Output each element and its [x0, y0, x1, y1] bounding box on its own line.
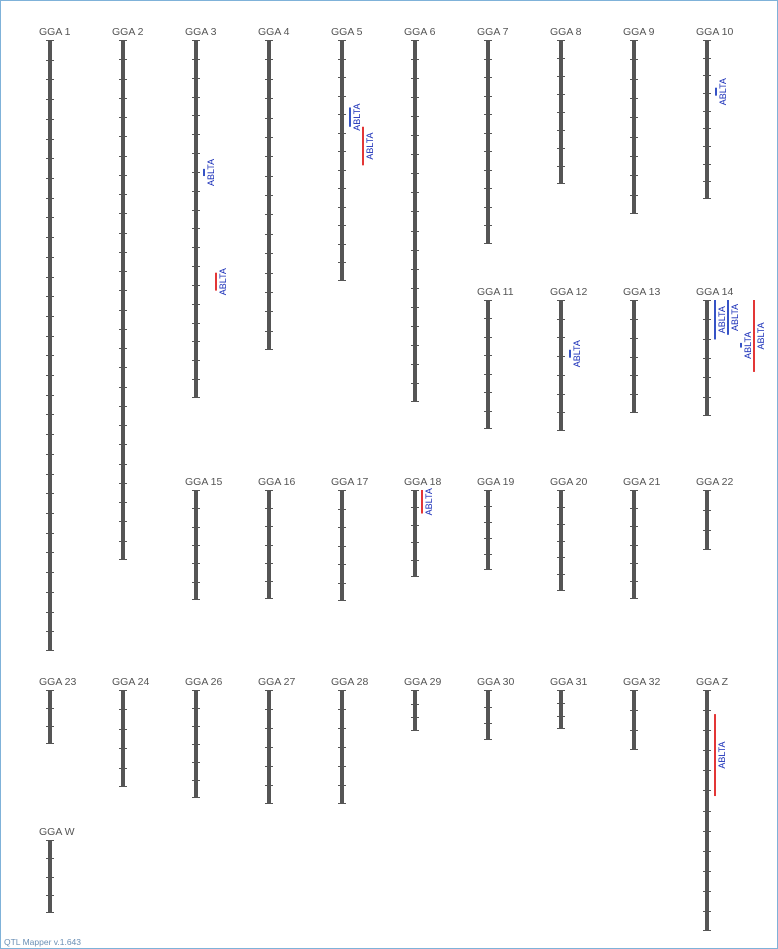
gga-9-bar [632, 40, 636, 214]
gga-1-label: GGA 1 [39, 26, 71, 38]
gga-3-label: GGA 3 [185, 26, 217, 38]
gga-21-label: GGA 21 [623, 476, 661, 488]
gga-29-label: GGA 29 [404, 676, 442, 688]
gga-3-bar [194, 40, 198, 398]
gga-19-label: GGA 19 [477, 476, 515, 488]
gga-2-label: GGA 2 [112, 26, 144, 38]
gga-7-bar [486, 40, 490, 244]
gga-2-bar [121, 40, 125, 560]
gga-14-label: GGA 14 [696, 286, 734, 298]
gga-22-label: GGA 22 [696, 476, 734, 488]
gga-7-label: GGA 7 [477, 26, 509, 38]
gga-14-qtl-label: ABLTA [756, 322, 766, 349]
gga-21-bar [632, 490, 636, 599]
gga-w-bar [48, 840, 52, 913]
gga-12-label: GGA 12 [550, 286, 588, 298]
gga-18-label: GGA 18 [404, 476, 442, 488]
gga-3-qtl-label: ABLTA [218, 268, 228, 295]
gga-31-label: GGA 31 [550, 676, 588, 688]
gga-5-label: GGA 5 [331, 26, 363, 38]
gga-14-qtl-label: ABLTA [730, 304, 740, 331]
gga-11-bar [486, 300, 490, 429]
gga-14-qtl-label: ABLTA [743, 332, 753, 359]
gga-14-qtl-label: ABLTA [717, 306, 727, 333]
gga-30-label: GGA 30 [477, 676, 515, 688]
gga-1-bar [48, 40, 52, 651]
gga-18-qtl-label: ABLTA [424, 488, 434, 515]
gga-16-label: GGA 16 [258, 476, 296, 488]
gga-5-qtl-label: ABLTA [365, 132, 375, 159]
gga-z-label: GGA Z [696, 676, 729, 688]
gga-31-bar [559, 690, 563, 729]
gga-24-label: GGA 24 [112, 676, 150, 688]
gga-8-label: GGA 8 [550, 26, 582, 38]
gga-29-bar [413, 690, 417, 731]
gga-32-bar [632, 690, 636, 750]
gga-22-bar [705, 490, 709, 550]
gga-6-label: GGA 6 [404, 26, 436, 38]
gga-16-bar [267, 490, 271, 599]
gga-10-qtl-label: ABLTA [718, 78, 728, 105]
gga-15-label: GGA 15 [185, 476, 223, 488]
gga-17-bar [340, 490, 344, 601]
gga-27-label: GGA 27 [258, 676, 296, 688]
gga-13-bar [632, 300, 636, 413]
gga-23-bar [48, 690, 52, 744]
gga-10-bar [705, 40, 709, 199]
gga-23-label: GGA 23 [39, 676, 77, 688]
gga-z-qtl-label: ABLTA [717, 741, 727, 768]
gga-9-label: GGA 9 [623, 26, 655, 38]
gga-20-bar [559, 490, 563, 591]
gga-19-bar [486, 490, 490, 570]
gga-13-label: GGA 13 [623, 286, 661, 298]
gga-z-bar [705, 690, 709, 931]
gga-12-qtl-label: ABLTA [572, 340, 582, 367]
gga-3-qtl-label: ABLTA [206, 159, 216, 186]
gga-11-label: GGA 11 [477, 286, 514, 298]
gga-5-bar [340, 40, 344, 281]
gga-6-bar [413, 40, 417, 402]
gga-18-bar [413, 490, 417, 577]
gga-10-label: GGA 10 [696, 26, 734, 38]
gga-4-label: GGA 4 [258, 26, 290, 38]
version-footer: QTL Mapper v.1.643 [4, 937, 82, 947]
gga-26-label: GGA 26 [185, 676, 223, 688]
gga-32-label: GGA 32 [623, 676, 661, 688]
gga-12-bar [559, 300, 563, 431]
gga-30-bar [486, 690, 490, 740]
gga-17-label: GGA 17 [331, 476, 369, 488]
gga-28-label: GGA 28 [331, 676, 369, 688]
gga-5-qtl-label: ABLTA [352, 104, 362, 131]
gga-w-label: GGA W [39, 826, 75, 838]
gga-24-bar [121, 690, 125, 787]
gga-20-label: GGA 20 [550, 476, 588, 488]
